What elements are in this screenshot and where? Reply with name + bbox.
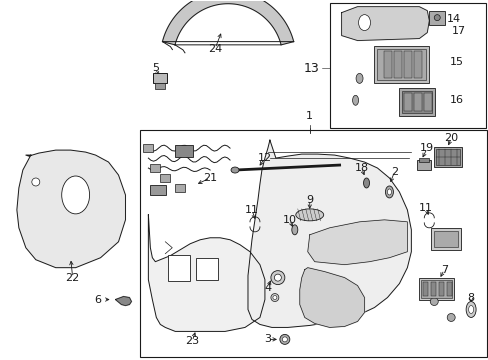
Bar — [374, 45, 428, 84]
Bar — [196, 258, 218, 280]
Ellipse shape — [279, 334, 289, 345]
Bar — [384, 50, 392, 78]
Text: 3: 3 — [264, 334, 271, 345]
Bar — [150, 185, 166, 195]
Text: 16: 16 — [449, 95, 463, 105]
Ellipse shape — [358, 15, 370, 31]
Ellipse shape — [429, 298, 437, 306]
Text: 14: 14 — [446, 14, 460, 24]
Ellipse shape — [61, 176, 89, 214]
Ellipse shape — [274, 274, 281, 281]
Bar — [430, 228, 460, 250]
Bar — [143, 144, 153, 152]
Bar — [428, 11, 444, 24]
Ellipse shape — [385, 186, 393, 198]
Bar — [329, 3, 485, 128]
Text: 6: 6 — [94, 294, 101, 305]
Text: 12: 12 — [257, 153, 271, 163]
Bar — [175, 145, 193, 157]
Bar — [377, 49, 426, 80]
Text: 2: 2 — [390, 167, 397, 177]
Ellipse shape — [355, 73, 362, 84]
Bar — [175, 184, 185, 192]
Bar — [424, 93, 431, 111]
Ellipse shape — [352, 95, 358, 105]
Ellipse shape — [291, 225, 297, 235]
Bar — [140, 130, 486, 357]
Bar — [413, 50, 422, 78]
Text: 19: 19 — [419, 143, 433, 153]
Bar — [413, 93, 422, 111]
Bar — [402, 91, 431, 113]
Bar — [419, 158, 428, 162]
Ellipse shape — [32, 178, 40, 186]
Bar — [150, 164, 160, 172]
Bar — [153, 73, 167, 84]
Text: 18: 18 — [354, 163, 368, 173]
Text: 21: 21 — [203, 173, 217, 183]
Text: 13: 13 — [304, 62, 319, 75]
Text: 17: 17 — [451, 26, 465, 36]
Polygon shape — [148, 215, 264, 332]
Bar — [404, 50, 411, 78]
Ellipse shape — [270, 293, 278, 302]
Bar — [430, 282, 435, 296]
Bar — [160, 174, 170, 182]
Polygon shape — [307, 220, 407, 265]
Polygon shape — [162, 0, 293, 45]
Bar — [416, 160, 430, 170]
Text: 10: 10 — [282, 215, 296, 225]
Text: 11: 11 — [244, 205, 259, 215]
Ellipse shape — [386, 189, 390, 195]
Polygon shape — [341, 7, 428, 41]
Ellipse shape — [465, 302, 475, 318]
Ellipse shape — [447, 314, 454, 321]
Text: 20: 20 — [443, 133, 457, 143]
Ellipse shape — [468, 306, 473, 314]
Ellipse shape — [295, 209, 323, 221]
Polygon shape — [17, 150, 125, 268]
Bar — [433, 147, 461, 167]
Ellipse shape — [282, 337, 287, 342]
Bar — [155, 84, 165, 89]
Text: 11: 11 — [418, 203, 432, 213]
Ellipse shape — [363, 178, 369, 188]
Bar — [435, 149, 459, 165]
Polygon shape — [247, 140, 410, 328]
Ellipse shape — [270, 271, 285, 285]
Text: 9: 9 — [305, 195, 313, 205]
Text: 4: 4 — [264, 283, 271, 293]
Text: 5: 5 — [152, 63, 159, 73]
Bar — [399, 88, 434, 116]
Polygon shape — [115, 297, 131, 306]
Text: 15: 15 — [449, 58, 463, 67]
Text: 1: 1 — [305, 111, 313, 121]
Ellipse shape — [230, 167, 239, 173]
Bar — [447, 282, 451, 296]
Text: 8: 8 — [467, 293, 474, 302]
Bar — [404, 93, 411, 111]
Text: 22: 22 — [65, 273, 80, 283]
Bar — [421, 280, 451, 298]
Ellipse shape — [272, 296, 276, 300]
Bar — [394, 50, 402, 78]
Polygon shape — [299, 268, 364, 328]
Text: 23: 23 — [185, 336, 199, 346]
Bar — [168, 255, 190, 280]
Text: 7: 7 — [440, 265, 447, 275]
Bar — [438, 282, 443, 296]
Bar — [419, 278, 453, 300]
Bar — [433, 231, 457, 247]
Bar — [423, 282, 427, 296]
Text: 24: 24 — [207, 44, 222, 54]
Ellipse shape — [433, 15, 439, 21]
